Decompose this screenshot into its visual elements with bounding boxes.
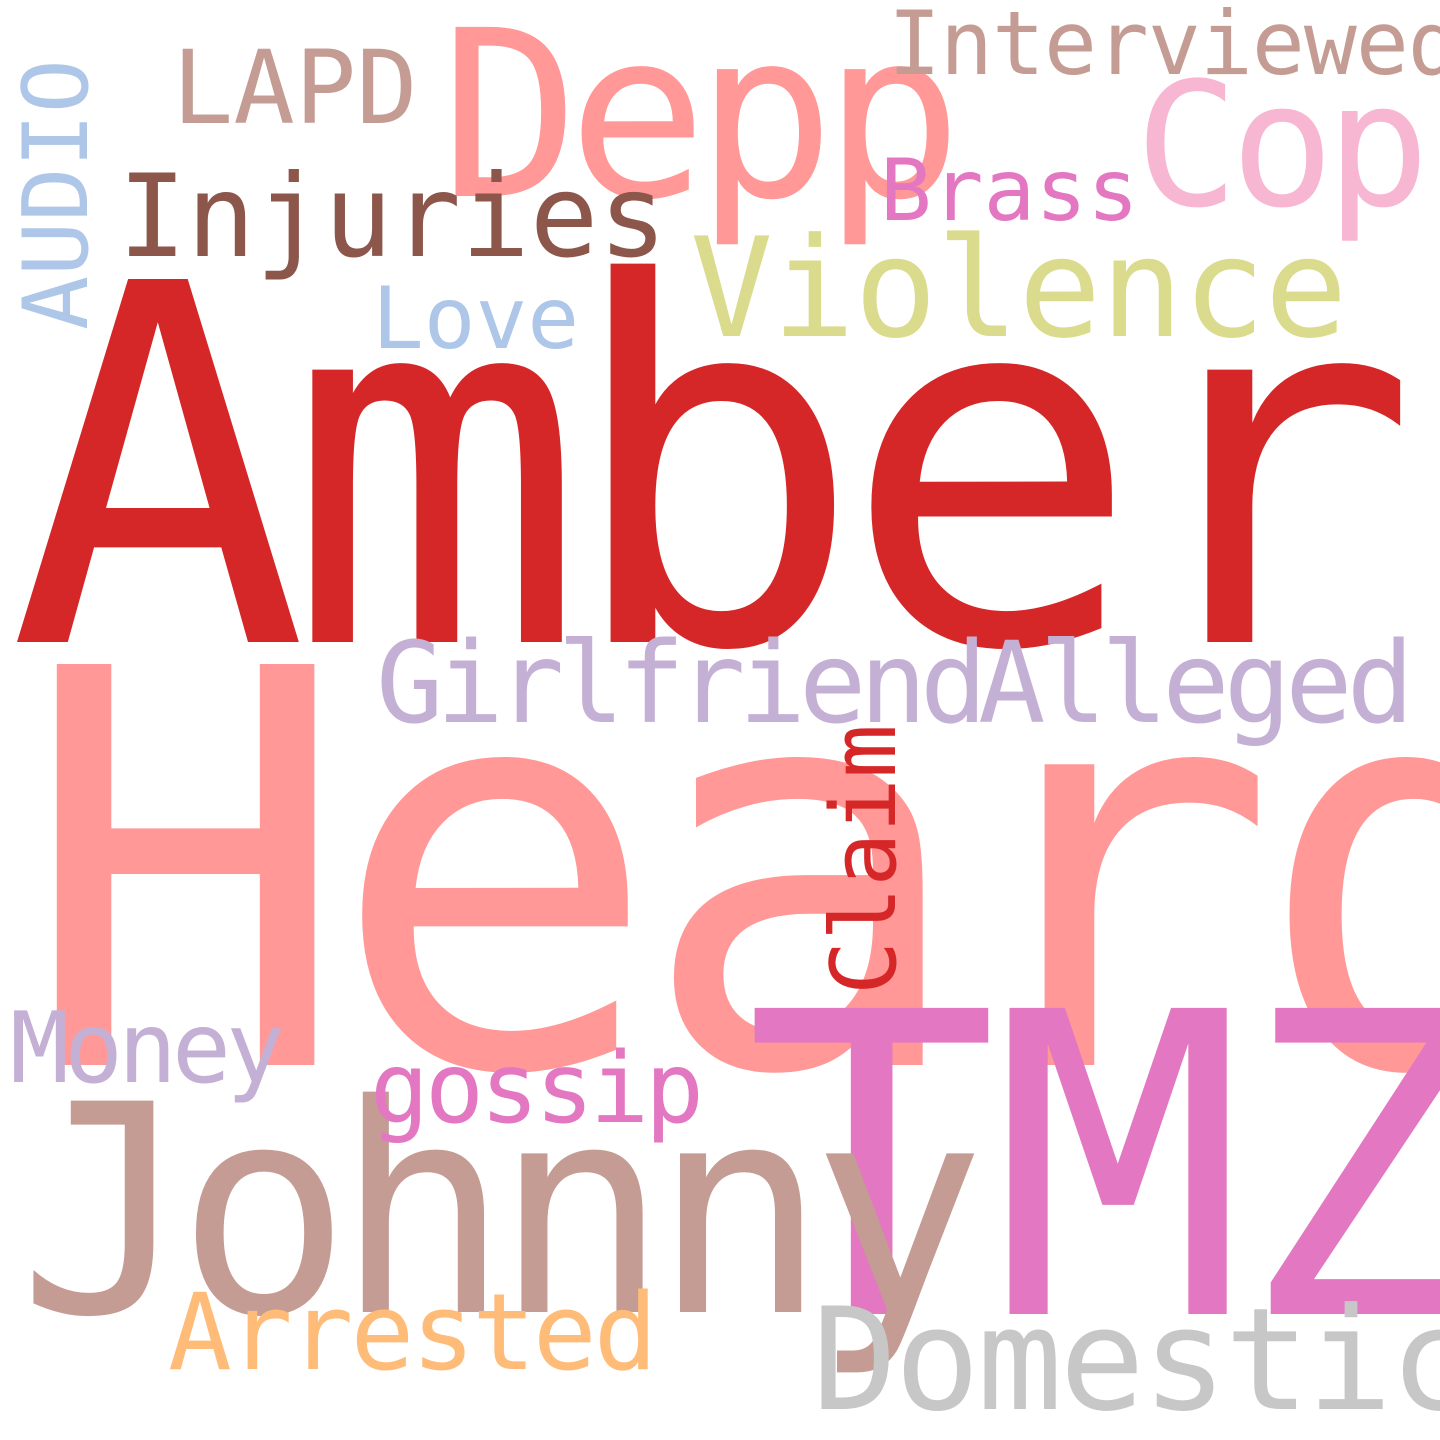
word-money: Money [10,992,285,1106]
word-lapd: LAPD [172,29,418,148]
word-interviewed: Interviewed [888,0,1440,95]
word-depp: Depp [440,0,963,251]
word-love: Love [372,269,580,369]
word-brass: Brass [880,141,1139,241]
word-violence: Violence [690,208,1348,369]
word-johnny: Johnny [18,1044,986,1381]
word-injuries: Injuries [118,150,668,283]
word-girlfriend: Girlfriend [376,619,987,749]
word-cop: Cop [1135,45,1430,246]
word-domestic: Domestic [812,1278,1440,1440]
word-amber: Amber [8,181,1419,760]
word-audio: AUDIO [4,59,109,330]
word-heard: Heard [20,554,1440,1195]
word-tmz: TMZ [745,925,1440,1414]
word-claim: Claim [812,724,917,995]
word-gossip: gossip [370,1032,704,1146]
word-alleged: Alleged [978,619,1414,749]
word-arrested: Arrested [168,1271,658,1394]
